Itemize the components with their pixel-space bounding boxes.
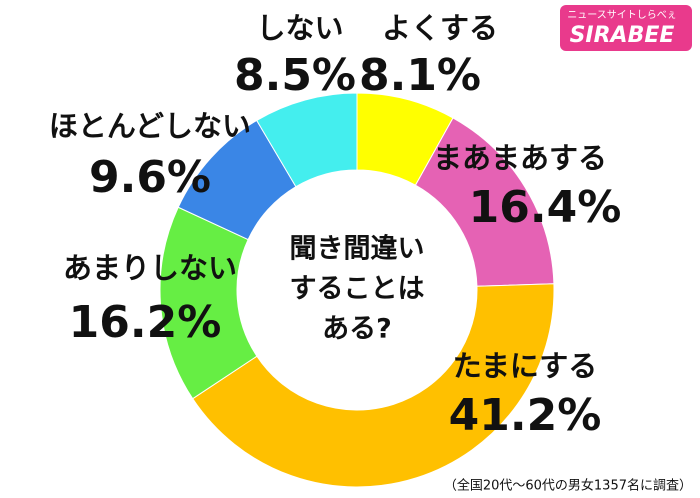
value-label: 16.4% [469,182,622,233]
value-label: 16.2% [69,297,222,348]
category-label: たまにする [453,349,597,383]
category-label: あまりしない [63,251,237,285]
footnote: （全国20代〜60代の男女1357名に調査） [444,478,692,494]
logo-brand: SIRABEE [570,23,675,48]
center-text: 聞き間違い [290,234,425,265]
value-label: 8.5% [234,50,356,101]
logo-badge [560,5,692,51]
value-label: 9.6% [89,152,211,203]
center-text: することは [290,274,425,305]
category-label: まあまあする [433,141,607,175]
category-label: よくする [382,11,498,45]
value-label: 41.2% [449,390,602,441]
center-text: ある? [322,314,392,345]
category-label: ほとんどしない [49,109,251,143]
donut-segment [256,92,358,188]
category-label: しない [256,11,343,45]
value-label: 8.1% [359,50,481,101]
logo-tagline: ニュースサイトしらべぇ [567,9,677,21]
donut-segment [191,283,555,488]
